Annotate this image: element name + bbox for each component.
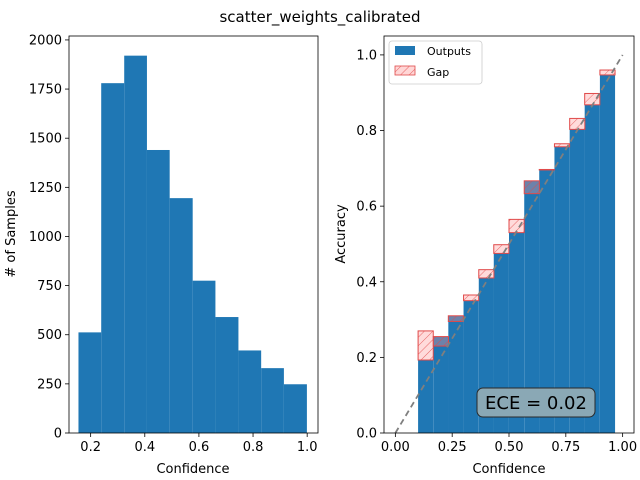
left-y-axis-label: # of Samples: [4, 190, 19, 277]
y-tick-label: 2000: [29, 33, 62, 48]
histogram-bar: [169, 198, 193, 433]
ece-box-frame: [476, 387, 596, 418]
legend: Outputs Gap: [388, 40, 483, 85]
gap-hatch: [448, 315, 464, 322]
left-x-axis-label: Confidence: [156, 462, 229, 477]
ece-label: ECE = 0.02: [485, 393, 587, 414]
legend-outputs-label: Outputs: [427, 45, 471, 58]
y-tick-label: 500: [37, 328, 62, 343]
y-tick-label: 0.0: [356, 427, 377, 442]
outputs-bar: [463, 300, 479, 433]
histogram-bar: [238, 350, 262, 433]
left-y-ticks: 0 250 500 750 1000 1250 1500 1750 2000: [29, 33, 69, 442]
legend-outputs-swatch: [395, 46, 415, 55]
gap-hatch: [509, 219, 525, 233]
x-tick-label: 0.50: [495, 440, 524, 455]
left-x-ticks: 0.2 0.4 0.6 0.8 1.0: [80, 433, 318, 455]
outputs-bar: [569, 129, 585, 433]
figure-title: scatter_weights_calibrated: [219, 8, 420, 27]
outputs-bar: [418, 360, 434, 433]
y-tick-label: 1250: [29, 181, 62, 196]
outputs-bar: [599, 74, 616, 433]
right-y-axis-label: Accuracy: [334, 204, 349, 264]
x-tick-label: 1.00: [608, 440, 637, 455]
x-tick-label: 0.6: [189, 440, 210, 455]
x-tick-label: 0.25: [438, 440, 467, 455]
gap-hatch: [418, 330, 434, 361]
histogram-bar: [78, 332, 102, 433]
outputs-bar: [433, 336, 449, 433]
y-tick-label: 1750: [29, 83, 62, 98]
y-tick-label: 0.2: [356, 351, 377, 366]
gap-bars: [417, 69, 616, 361]
y-tick-label: 0.4: [356, 275, 377, 290]
x-tick-label: 0.00: [381, 440, 410, 455]
y-tick-label: 1000: [29, 230, 62, 245]
outputs-bar: [554, 146, 570, 433]
gap-hatch: [554, 143, 570, 147]
x-tick-label: 0.75: [551, 440, 580, 455]
legend-gap-hatch: [395, 66, 415, 75]
gap-hatch: [463, 294, 479, 301]
histogram-bar: [192, 280, 216, 433]
y-tick-label: 1.0: [356, 48, 377, 63]
perfect-calibration-line: [394, 54, 624, 434]
histogram-panel: 0.2 0.4 0.6 0.8 1.0 0 250 500 750 1000 1250 1500 17…: [4, 33, 319, 477]
outputs-bars: [418, 74, 616, 434]
gap-hatch: [599, 70, 616, 75]
outputs-bar: [584, 104, 600, 434]
outputs-bar: [539, 169, 555, 433]
gap-hatch: [539, 169, 555, 170]
right-x-ticks: 0.00 0.25 0.50 0.75 1.00: [381, 433, 637, 455]
x-tick-label: 1.0: [297, 440, 318, 455]
histogram-bar: [283, 384, 307, 433]
gap-hatch: [569, 118, 585, 130]
y-tick-label: 0: [54, 427, 62, 442]
histogram-bar: [101, 83, 125, 433]
x-tick-label: 0.8: [243, 440, 264, 455]
histogram-bar: [215, 317, 239, 433]
histogram-bar: [146, 149, 170, 433]
right-x-axis-label: Confidence: [472, 462, 545, 477]
ece-box: ECE = 0.02: [476, 387, 596, 418]
histogram-bar: [261, 368, 284, 433]
y-tick-label: 750: [37, 279, 62, 294]
outputs-bar: [524, 180, 540, 433]
histogram-bar: [124, 55, 147, 433]
right-y-ticks: 0.0 0.2 0.4 0.6 0.8 1.0: [356, 48, 384, 442]
gap-hatch: [524, 180, 540, 194]
x-tick-label: 0.2: [80, 440, 101, 455]
legend-gap-label: Gap: [427, 66, 449, 79]
outputs-bar: [509, 232, 525, 433]
y-tick-label: 250: [37, 377, 62, 392]
histogram-bars: [78, 55, 307, 433]
reliability-panel: 0.00 0.25 0.50 0.75 1.00 0.00.20.40.60.81.0 …: [334, 35, 637, 477]
gap-hatch: [493, 244, 509, 254]
gap-hatch: [478, 269, 494, 278]
y-tick-label: 0.6: [356, 200, 377, 215]
x-tick-label: 0.4: [134, 440, 155, 455]
gap-hatch: [584, 93, 600, 105]
y-tick-label: 0.8: [356, 124, 377, 139]
gap-hatch: [433, 336, 449, 347]
y-tick-label: 1500: [29, 132, 62, 147]
left-axes-frame: [68, 35, 319, 434]
outputs-bar: [448, 315, 464, 433]
